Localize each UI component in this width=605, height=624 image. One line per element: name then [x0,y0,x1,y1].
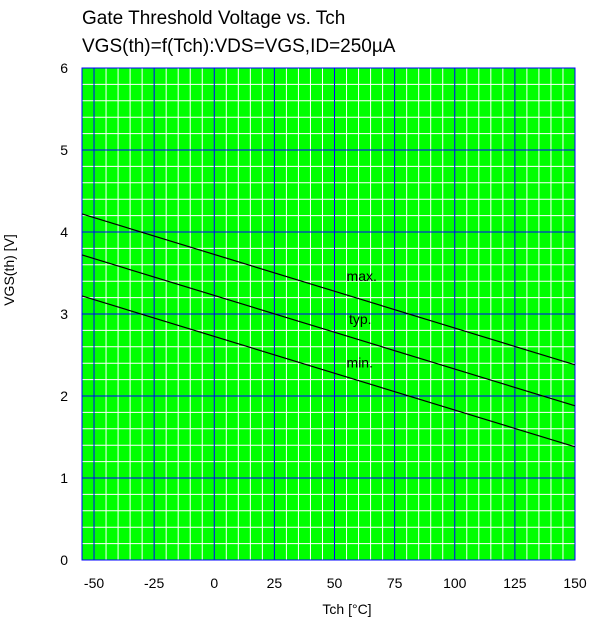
x-axis-label: Tch [°C] [322,601,371,617]
x-tick-label: 150 [563,575,587,591]
x-tick-label: 25 [267,575,283,591]
y-tick-label: 4 [60,224,68,240]
y-tick-label: 3 [60,306,68,322]
series-line-max [81,213,576,366]
y-tick-label: 5 [60,142,68,158]
series-lines [81,213,576,448]
x-tick-label: 100 [443,575,467,591]
x-tick-label: -25 [144,575,164,591]
y-tick-label: 6 [60,60,68,76]
plot-frame [81,67,576,561]
chart-subtitle: VGS(th)=f(Tch):VDS=VGS,ID=250µA [82,36,396,57]
y-tick-label: 1 [60,470,68,486]
plot-area [81,67,576,561]
y-axis-label: VGS(th) [V] [1,234,17,306]
x-tick-label: -50 [84,575,104,591]
series-annotation: typ. [349,311,372,327]
chart-title: Gate Threshold Voltage vs. Tch [82,8,345,29]
series-annotations: max. typ. min. [347,268,377,370]
x-tick-label: 125 [503,575,527,591]
series-line-typ [81,254,576,407]
y-tick-label: 0 [60,552,68,568]
x-tick-label: 75 [387,575,403,591]
x-tick-label: 0 [210,575,218,591]
y-axis-ticks: 0 1 2 3 4 5 6 [60,60,68,568]
series-line-min [81,295,576,448]
x-axis-ticks: -50 -25 0 25 50 75 100 125 150 [84,575,587,591]
y-tick-label: 2 [60,388,68,404]
x-tick-label: 50 [327,575,343,591]
series-annotation: max. [347,268,377,284]
series-annotation: min. [347,354,373,370]
